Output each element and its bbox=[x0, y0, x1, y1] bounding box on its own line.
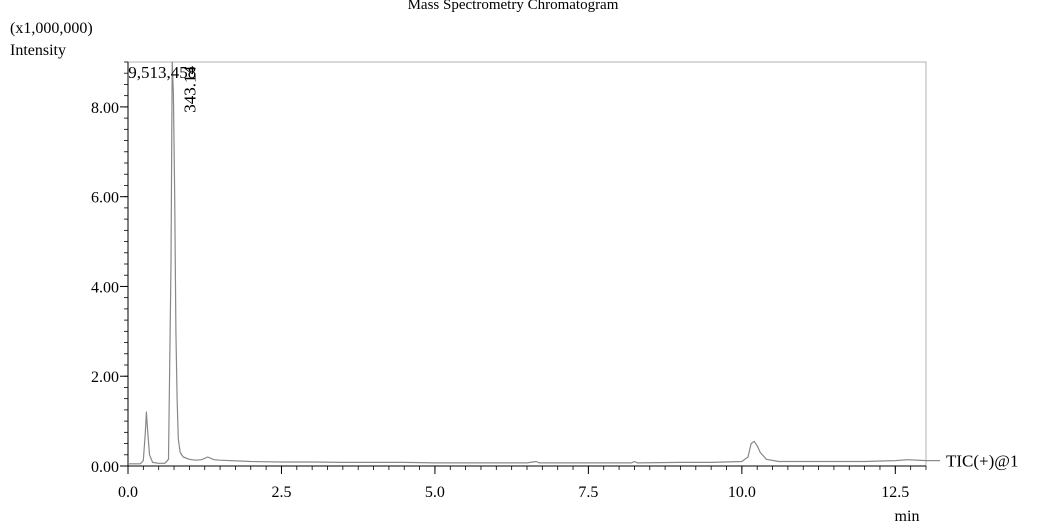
y-tick-label: 0.00 bbox=[91, 459, 119, 476]
y-axis-multiplier: (x1,000,000) bbox=[10, 20, 93, 37]
plot-area-frame bbox=[127, 61, 927, 467]
x-tick-label: 12.5 bbox=[881, 484, 909, 501]
peak-intensity-label: 9,513,458 bbox=[128, 63, 196, 82]
x-tick-label: 7.5 bbox=[578, 484, 598, 501]
x-tick-label: 5.0 bbox=[425, 484, 445, 501]
series-line-tic bbox=[128, 61, 927, 465]
x-tick-label: 10.0 bbox=[728, 484, 756, 501]
y-tick-label: 8.00 bbox=[91, 100, 119, 117]
y-tick-label: 2.00 bbox=[91, 369, 119, 386]
x-tick-label: 0.0 bbox=[118, 484, 138, 501]
y-tick-label: 6.00 bbox=[91, 190, 119, 207]
chart-title: Mass Spectrometry Chromatogram bbox=[408, 0, 619, 13]
x-axis-label: min bbox=[895, 508, 920, 525]
peak-mz-label: 343.14 bbox=[180, 66, 199, 113]
x-tick-label: 2.5 bbox=[271, 484, 291, 501]
series-label: TIC(+)@1 bbox=[946, 452, 1018, 471]
y-axis-label: Intensity bbox=[10, 42, 66, 59]
y-tick-label: 4.00 bbox=[91, 279, 119, 296]
